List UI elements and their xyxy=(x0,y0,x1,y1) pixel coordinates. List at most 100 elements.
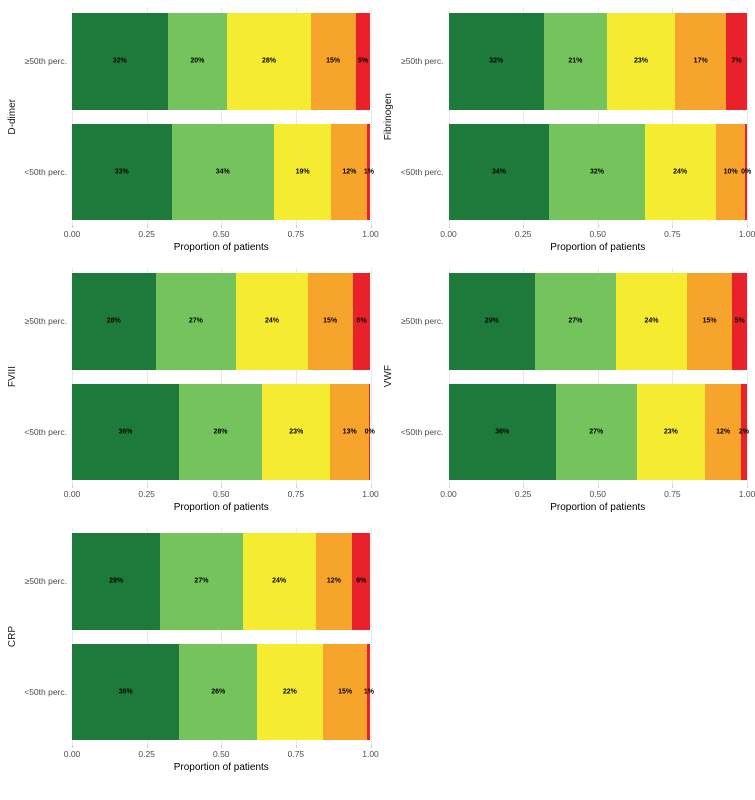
x-axis-ticks: 0.00 0.25 0.50 0.75 1.00 xyxy=(64,225,379,240)
bar-segment-label: 21% xyxy=(568,57,583,65)
bar-segment-label: 27% xyxy=(568,317,583,325)
bar-segment-label: 12% xyxy=(326,577,341,585)
y-tick-label: <50th perc. xyxy=(24,686,67,697)
bar-segment-label: 1% xyxy=(363,168,375,176)
bar-segment-label: 24% xyxy=(264,317,279,325)
stacked-bar: 36% 27% 23% 12% 2% xyxy=(448,383,749,480)
x-tick-label: 0.25 xyxy=(138,489,155,499)
x-axis-title: Proportion of patients xyxy=(173,502,269,513)
bar-segment-label: 26% xyxy=(211,688,226,696)
gridline xyxy=(370,8,372,225)
bar-segment-label: 32% xyxy=(589,168,605,176)
bar-segment-label: 27% xyxy=(188,317,203,325)
bar-segment-label: 36% xyxy=(118,428,133,436)
plot-row: VWF ≥50th perc. <50th perc. 29% 27% 24% 15% 5… xyxy=(381,268,749,485)
x-tick-label: 0.00 xyxy=(63,229,81,239)
gridline xyxy=(221,8,223,225)
panel-y-axis-title: CRP xyxy=(6,625,18,648)
gridline xyxy=(72,8,73,225)
x-tick-label: 0.75 xyxy=(287,749,305,759)
y-axis-title-column: D-dimer xyxy=(4,8,20,225)
bar-segment: 5% xyxy=(732,273,747,370)
bar-segment: 12% xyxy=(331,123,368,220)
y-tick-label: ≥50th perc. xyxy=(24,316,67,327)
x-tick-mark xyxy=(295,225,297,228)
gridline xyxy=(672,268,674,485)
x-tick-label: 0.00 xyxy=(440,489,457,499)
bar-segment: 15% xyxy=(687,273,733,370)
bar-segment: 24% xyxy=(242,533,316,630)
panel-y-axis-title: D-dimer xyxy=(6,98,18,135)
category-labels: ≥50th perc. <50th perc. xyxy=(20,268,72,485)
bar-segment: 13% xyxy=(330,383,369,480)
bar-segment: 36% xyxy=(448,383,556,480)
y-axis-title-column: Fibrinogen xyxy=(381,8,397,225)
y-tick-label: <50th perc. xyxy=(24,166,67,177)
bar-segment: 19% xyxy=(274,123,332,220)
y-tick-label: <50th perc. xyxy=(400,426,444,437)
x-tick-label: 0.75 xyxy=(664,229,681,239)
axis-spacer xyxy=(381,485,397,500)
y-axis-title-column: VWF xyxy=(381,268,397,485)
bar-segment-label: 20% xyxy=(190,57,205,65)
bar-segment-label: 36% xyxy=(495,428,510,436)
bar-segment: 27% xyxy=(555,383,637,480)
bar-segment: 28% xyxy=(178,383,263,480)
x-tick-label: 1.00 xyxy=(738,489,755,499)
y-tick-label: ≥50th perc. xyxy=(24,576,67,587)
bar-segment: 0% xyxy=(741,123,751,220)
chart-panel: VWF ≥50th perc. <50th perc. 29% 27% 24% 15% 5… xyxy=(381,268,755,516)
bar-segment-label: 28% xyxy=(106,317,121,325)
bar-segment: 28% xyxy=(72,273,156,370)
x-tick-label: 0.25 xyxy=(514,229,532,239)
category-labels: ≥50th perc. <50th perc. xyxy=(20,8,72,225)
bar-segment-label: 5% xyxy=(734,317,745,325)
plot-area: 28% 27% 24% 15% 6% 36% 28% 23% 13% 0% xyxy=(72,268,375,485)
x-tick-mark xyxy=(146,225,148,228)
bar-segment-label: 15% xyxy=(702,317,717,325)
bar-segment-label: 5% xyxy=(357,57,369,65)
bar-segment: 32% xyxy=(549,123,645,220)
bar-segment: 27% xyxy=(160,533,243,630)
axis-spacer xyxy=(397,240,449,256)
bar-segment-label: 24% xyxy=(272,577,287,585)
x-tick-label: 0.50 xyxy=(212,749,230,759)
x-tick-mark xyxy=(448,225,450,228)
bar-segment: 12% xyxy=(705,383,741,480)
x-tick-label: 0.00 xyxy=(440,229,457,239)
bar-segment-label: 17% xyxy=(693,57,708,65)
bar-segment-label: 34% xyxy=(491,168,506,176)
gridline xyxy=(672,8,674,225)
bar-segment-label: 13% xyxy=(342,428,357,436)
gridline xyxy=(72,528,73,745)
x-tick-label: 1.00 xyxy=(362,489,379,499)
x-axis-title-row: Proportion of patients xyxy=(381,500,748,516)
x-tick-label: 0.00 xyxy=(63,489,81,499)
bar-segment-label: 29% xyxy=(484,317,499,325)
x-tick-mark xyxy=(295,745,297,748)
x-tick-label: 0.75 xyxy=(287,489,305,499)
bar-segment: 27% xyxy=(535,273,616,370)
gridline xyxy=(747,268,748,485)
bar-segment: 15% xyxy=(322,643,368,740)
bar-segment-label: 0% xyxy=(364,428,375,436)
bar-segment-label: 32% xyxy=(112,57,127,65)
bar-segment-label: 7% xyxy=(731,57,742,65)
chart-panel: D-dimer ≥50th perc. <50th perc. 32% 20% 28%… xyxy=(4,8,379,256)
bar-segment: 23% xyxy=(606,13,676,110)
x-axis-title-row: Proportion of patients xyxy=(4,760,371,776)
axis-spacer xyxy=(381,500,397,516)
bar-segment-label: 27% xyxy=(589,428,604,436)
bar-segment: 12% xyxy=(315,533,353,630)
bar-segment-label: 23% xyxy=(663,428,678,436)
plot-area: 29% 27% 24% 12% 6% 36% 26% 22% 15% 1% xyxy=(72,528,374,745)
bar-segment: 7% xyxy=(726,13,747,110)
bar-segment: 22% xyxy=(257,643,323,740)
gridline xyxy=(597,268,599,485)
panel-y-axis-title: FVIII xyxy=(6,365,18,388)
plot-row: FVIII ≥50th perc. <50th perc. 28% 27% 24% 15… xyxy=(4,268,375,485)
x-tick-mark xyxy=(146,485,148,488)
x-tick-mark xyxy=(597,225,599,228)
bar-segment: 24% xyxy=(644,123,716,220)
